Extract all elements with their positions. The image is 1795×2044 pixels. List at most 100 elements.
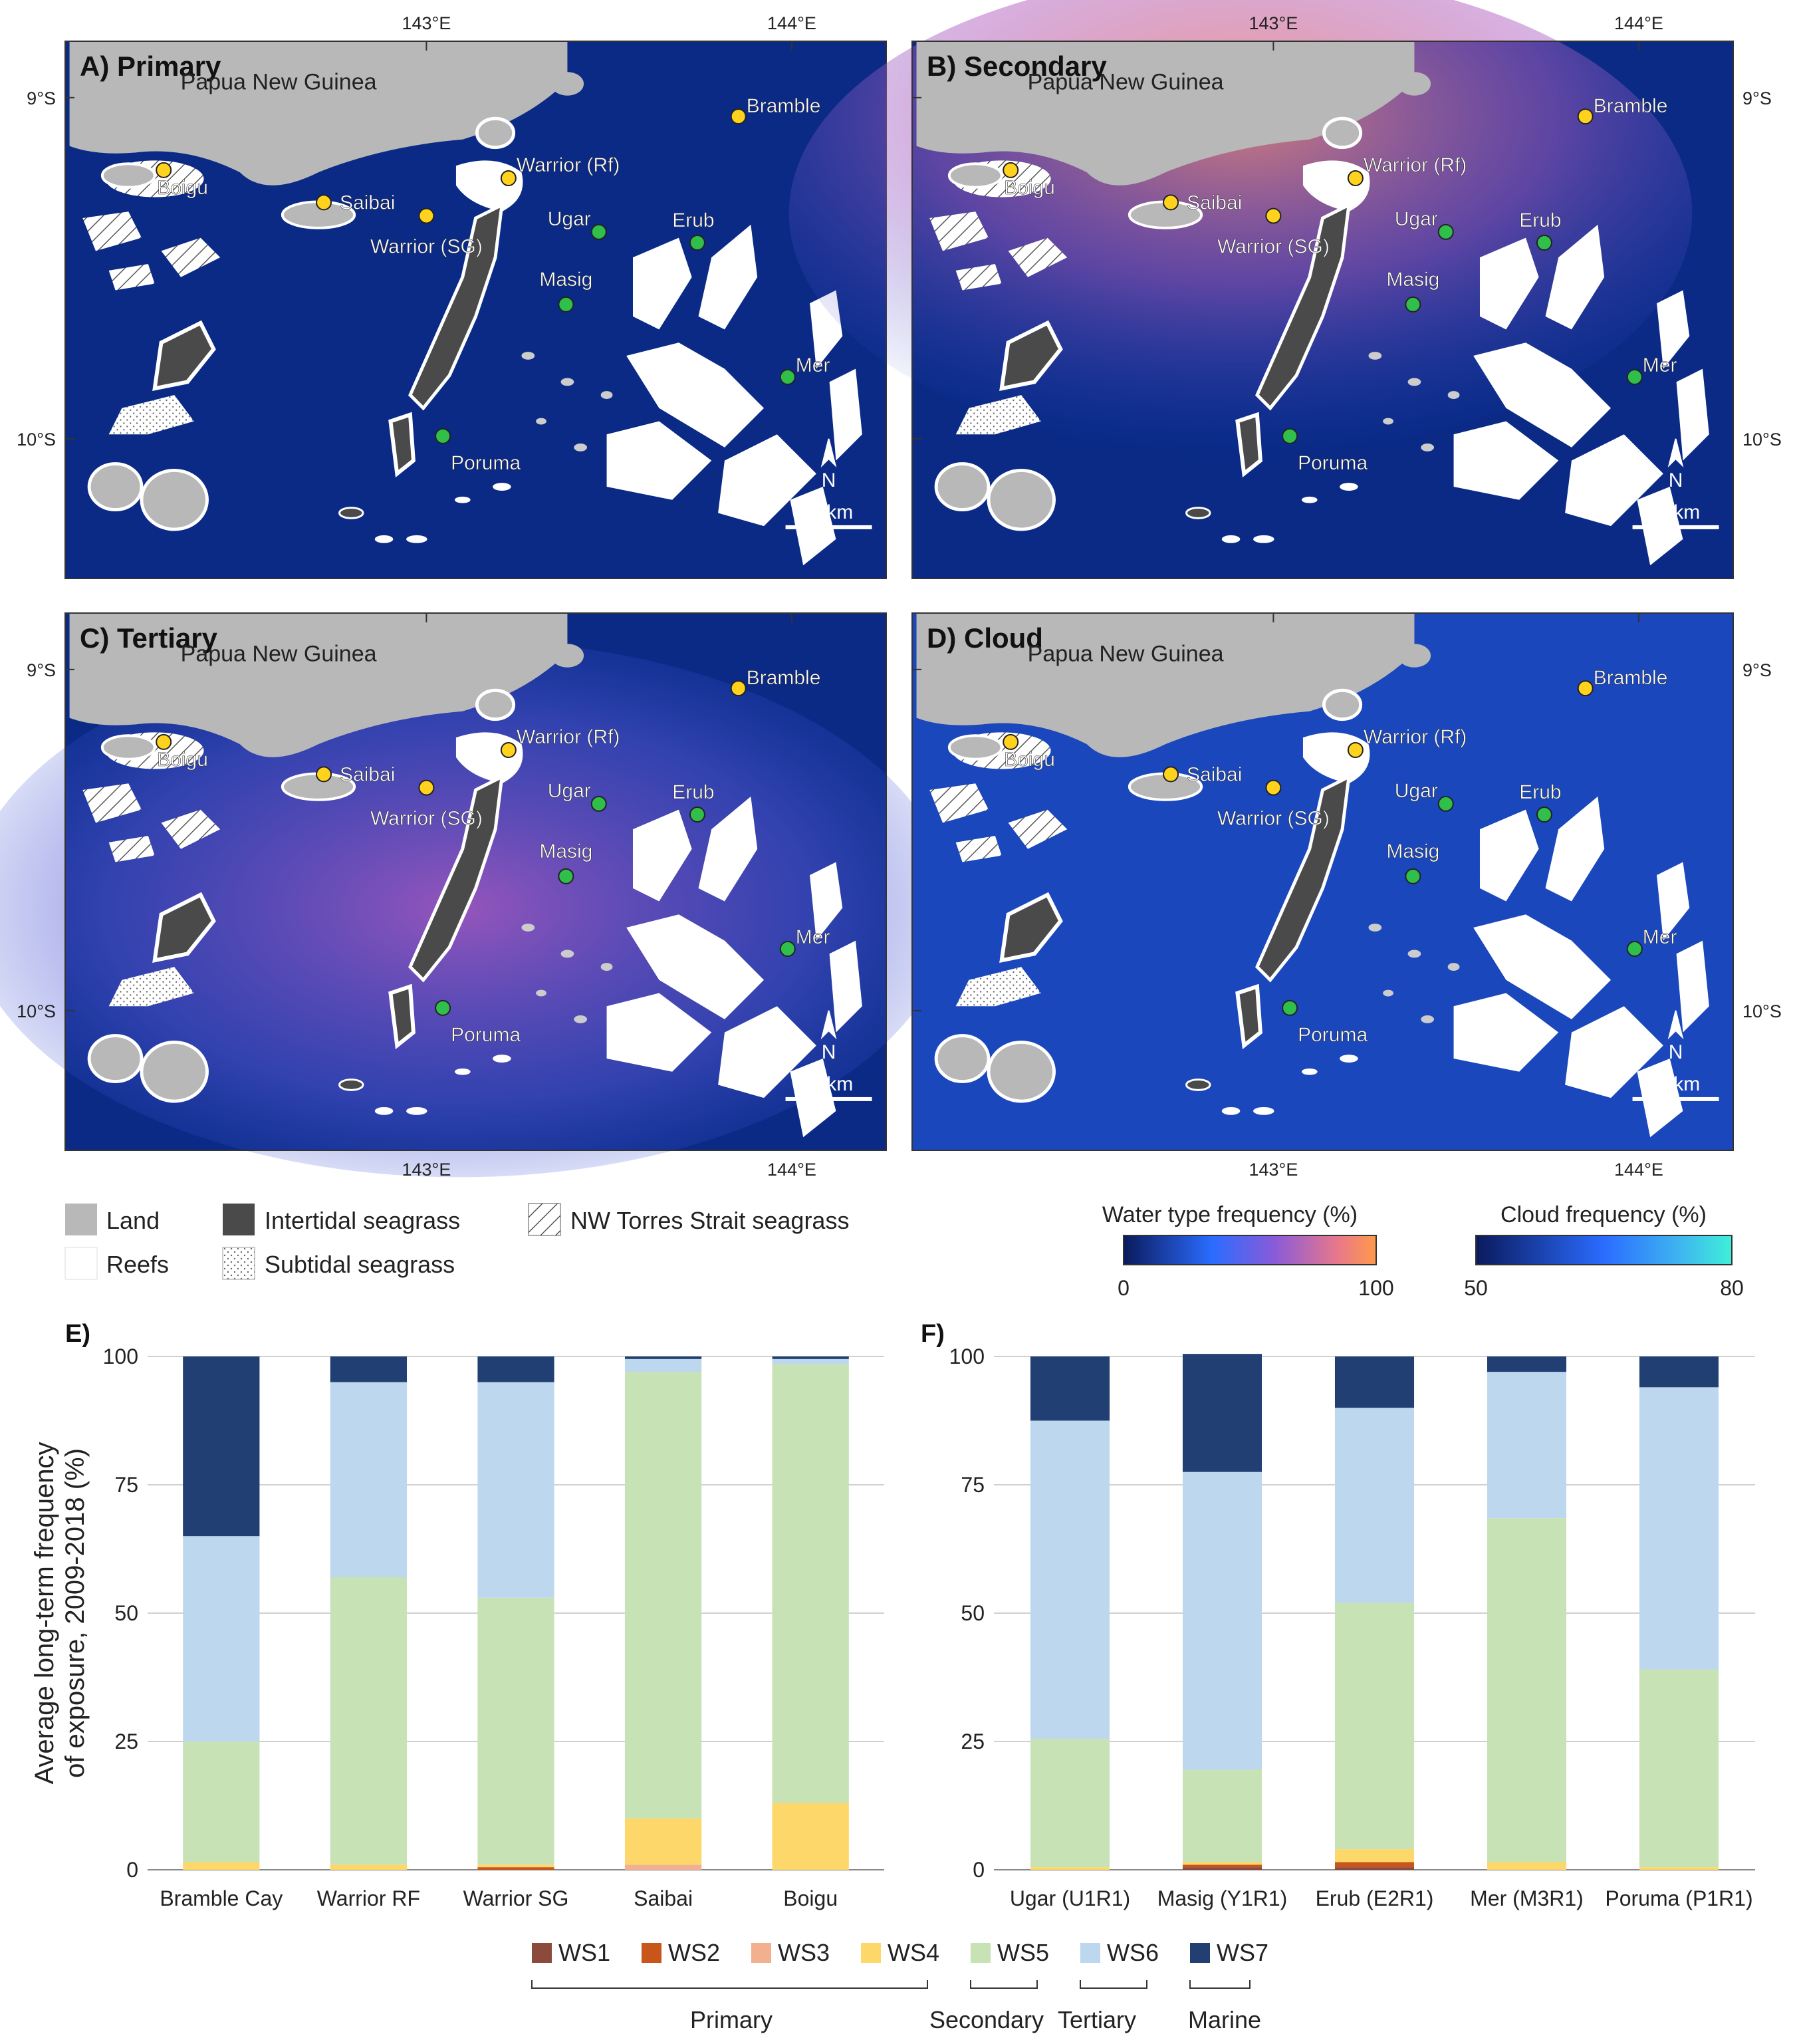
scale-bar (785, 1096, 872, 1101)
site-label: Masig (1386, 269, 1439, 291)
site-label: Saibai (340, 192, 395, 213)
site-marker (1003, 162, 1019, 178)
site-label: Warrior (SG) (1217, 808, 1330, 830)
site-marker (500, 742, 517, 759)
site-label: Masig (1386, 840, 1439, 862)
legend-label: Reefs (106, 1251, 169, 1278)
site-label: Ugar (548, 780, 591, 802)
site-marker (156, 733, 172, 750)
scale-label: 20km (804, 1073, 853, 1095)
site-marker (1437, 795, 1454, 812)
map-frame (911, 612, 1734, 1151)
site-label: Masig (539, 840, 592, 862)
bar-segment-ws7 (183, 1356, 260, 1537)
y-tick-label: 75 (114, 1473, 138, 1497)
bar-segment-ws7 (1639, 1356, 1719, 1388)
group-bracket (531, 1980, 928, 1989)
north-label: N (822, 469, 836, 491)
site-marker (1282, 999, 1298, 1016)
site-label: Ugar (1395, 780, 1438, 802)
country-label: Papua New Guinea (181, 642, 377, 667)
bar-segment-ws6 (772, 1358, 849, 1364)
site-label: Ugar (1395, 208, 1438, 230)
site-marker (779, 941, 796, 957)
bar-segment-ws6 (624, 1358, 702, 1372)
north-arrow-icon (1667, 1010, 1684, 1040)
y-axis-label-line: Average long-term frequency (30, 1442, 59, 1784)
bar-chart-e: E) 0 25 50 75 100 Bramble Cay Warrior RF Warrior… (30, 1320, 884, 1910)
bar-segment-ws4 (183, 1862, 260, 1870)
group-bracket (1080, 1980, 1147, 1989)
bar-segment-ws4 (772, 1803, 849, 1870)
site-marker (730, 680, 747, 697)
site-marker (730, 108, 747, 125)
site-label: Warrior (Rf) (517, 726, 620, 748)
colorbar-bar (1123, 1235, 1377, 1265)
bar-segment-ws6 (1487, 1372, 1567, 1519)
north-arrow-icon (1667, 438, 1684, 468)
site-label: Boigu (157, 177, 208, 199)
bar-segment-ws2 (1334, 1862, 1415, 1868)
site-label: Mer (796, 926, 830, 948)
colorbar-min: 0 (1118, 1276, 1130, 1300)
legend-label-ws3: WS3 (778, 1939, 830, 1966)
north-arrow-icon (820, 1010, 837, 1040)
bar-segment-ws5 (1334, 1602, 1415, 1850)
site-label: Ugar (548, 208, 591, 230)
x-tick-label: Bramble Cay (160, 1886, 283, 1910)
bar-segment-ws5 (1030, 1739, 1110, 1868)
scale-label: 20km (1651, 501, 1700, 523)
site-marker (1163, 766, 1179, 783)
scale-label: 20km (1651, 1073, 1700, 1095)
site-marker (1405, 296, 1421, 313)
bar-segment-ws5 (477, 1597, 554, 1865)
site-label: Bramble (1594, 95, 1668, 117)
panel-title: D) Cloud (927, 622, 1043, 654)
left-tick-label: 10°S (17, 1001, 56, 1021)
site-label: Erub (672, 209, 714, 231)
right-tick-label: 9°S (1742, 660, 1772, 680)
left-tick-label: 9°S (27, 660, 56, 680)
site-marker (590, 223, 607, 240)
bar-segment-ws3 (624, 1864, 702, 1870)
site-label: Saibai (340, 763, 395, 785)
y-tick-label: 50 (114, 1601, 138, 1625)
legend-label-ws2: WS2 (668, 1939, 720, 1966)
legend-swatch-ws2 (642, 1943, 661, 1963)
top-tick-label: 144°E (1614, 13, 1663, 33)
site-label: Poruma (451, 452, 521, 474)
site-marker (418, 207, 435, 224)
colorbar-water: Water type frequency (%) 0 100 (1102, 1202, 1394, 1300)
country-label: Papua New Guinea (181, 70, 377, 95)
right-tick-label: 9°S (1742, 88, 1772, 108)
site-marker (500, 170, 517, 187)
site-marker (1626, 369, 1643, 385)
colorbar-min: 50 (1464, 1276, 1488, 1300)
y-tick-label: 100 (949, 1344, 985, 1368)
site-marker (435, 999, 451, 1016)
y-tick-label: 75 (961, 1473, 985, 1497)
legend-swatch-ws1 (532, 1943, 552, 1963)
x-tick-label: Boigu (783, 1886, 838, 1910)
legend-swatch-reefs (64, 1247, 98, 1280)
scale-bar (785, 525, 872, 529)
site-marker (1265, 779, 1282, 796)
map-frame (911, 41, 1734, 579)
x-tick-label: Saibai (634, 1886, 693, 1910)
bar-chart-f: F) 0 25 50 75 100 Ugar (U1R1) Masig (Y1R1) Erub … (921, 1320, 1755, 1910)
site-label: Warrior (SG) (370, 808, 483, 830)
legend-label: Intertidal seagrass (265, 1207, 460, 1234)
chart-panel-label: E) (65, 1320, 90, 1348)
site-marker (1282, 428, 1298, 444)
site-label: Saibai (1187, 192, 1242, 213)
legend-label-ws6: WS6 (1107, 1939, 1159, 1966)
colorbar-max: 80 (1720, 1276, 1744, 1300)
bar-segment-ws6 (1639, 1387, 1719, 1670)
legend-swatch-ws5 (971, 1943, 991, 1963)
scale-bar (1632, 1096, 1719, 1101)
bar-segment-ws7 (1487, 1356, 1567, 1372)
site-label: Boigu (1004, 177, 1055, 199)
bar-segment-ws6 (477, 1382, 554, 1598)
bar-segment-ws6 (183, 1536, 260, 1741)
